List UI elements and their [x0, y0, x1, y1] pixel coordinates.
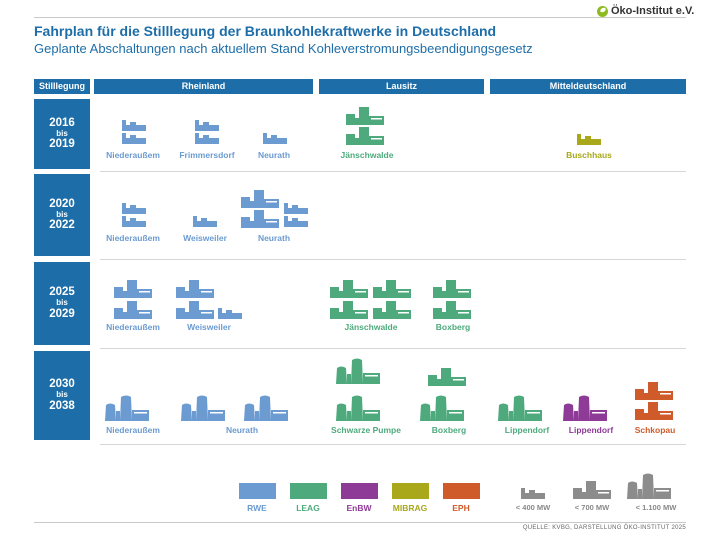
power-plant-leag-large-icon — [420, 395, 464, 421]
label-niederaussem: Niederaußem — [106, 322, 160, 332]
label-neurath: Neurath — [225, 425, 259, 435]
power-plant-rwe-small-icon — [218, 308, 242, 319]
power-plant-size-medium-icon — [573, 481, 611, 499]
header-mitteldeutschland: Mitteldeutschland — [490, 79, 686, 94]
power-plant-leag-medium-icon — [346, 107, 384, 125]
row-divider — [100, 348, 686, 349]
power-plant-leag-medium-icon — [373, 301, 411, 319]
label-schwarze-pumpe: Schwarze Pumpe — [331, 425, 401, 435]
power-plant-mibrag-small-icon — [577, 134, 601, 145]
label-schkopau: Schkopau — [634, 425, 676, 435]
power-plant-rwe-small-icon — [284, 216, 308, 227]
header-lausitz: Lausitz — [319, 79, 484, 94]
row-divider — [100, 259, 686, 260]
label-boxberg: Boxberg — [431, 425, 467, 435]
power-plant-eph-medium-icon — [635, 382, 673, 400]
power-plant-rwe-medium-icon — [241, 190, 279, 208]
oeko-logo-icon — [597, 5, 608, 17]
power-plant-rwe-large-icon — [181, 395, 225, 421]
header-rheinland: Rheinland — [94, 79, 313, 94]
power-plant-eph-medium-icon — [635, 402, 673, 420]
power-plant-rwe-medium-icon — [114, 280, 152, 298]
legend-label-enbw: EnBW — [346, 503, 372, 513]
label-weisweiler: Weisweiler — [187, 322, 231, 332]
legend-swatch-leag — [290, 483, 327, 499]
label-neurath: Neurath — [257, 150, 291, 160]
power-plant-rwe-medium-icon — [241, 210, 279, 228]
power-plant-rwe-small-icon — [195, 133, 219, 144]
power-plant-leag-medium-icon — [330, 280, 368, 298]
chart-title: Fahrplan für die Stilllegung der Braunko… — [34, 23, 497, 39]
row-divider — [100, 171, 686, 172]
period-2025-2029: 2025 bis 2029 — [34, 262, 90, 345]
power-plant-leag-medium-icon — [330, 301, 368, 319]
label-niederaussem: Niederaußem — [106, 425, 160, 435]
power-plant-rwe-small-icon — [195, 120, 219, 131]
power-plant-rwe-medium-icon — [176, 301, 214, 319]
label-lippendorf-leag: Lippendorf — [504, 425, 550, 435]
top-divider — [34, 17, 686, 18]
bottom-divider — [34, 522, 686, 523]
power-plant-rwe-small-icon — [284, 203, 308, 214]
label-niederaussem: Niederaußem — [106, 233, 160, 243]
power-plant-rwe-small-icon — [263, 133, 287, 144]
power-plant-leag-medium-icon — [346, 127, 384, 145]
power-plant-leag-large-icon — [336, 358, 380, 384]
legend-label-rwe: RWE — [247, 503, 267, 513]
legend-swatch-mibrag — [392, 483, 429, 499]
legend-swatch-eph — [443, 483, 480, 499]
power-plant-leag-medium-icon — [428, 368, 466, 386]
period-2020-2022: 2020 bis 2022 — [34, 174, 90, 256]
label-buschhaus: Buschhaus — [566, 150, 612, 160]
power-plant-enbw-large-icon — [563, 395, 607, 421]
legend-label-leag: LEAG — [296, 503, 320, 513]
label-jaenschwalde: Jänschwalde — [340, 150, 394, 160]
chart-subtitle: Geplante Abschaltungen nach aktuellem St… — [34, 41, 533, 56]
label-jaenschwalde: Jänschwalde — [344, 322, 398, 332]
period-2030-2038: 2030 bis 2038 — [34, 351, 90, 440]
power-plant-size-small-icon — [521, 488, 545, 499]
power-plant-leag-medium-icon — [373, 280, 411, 298]
legend-label-mibrag: MIBRAG — [392, 503, 428, 513]
legend-size-small: < 400 MW — [515, 503, 551, 512]
label-neurath: Neurath — [257, 233, 291, 243]
power-plant-leag-large-icon — [336, 395, 380, 421]
power-plant-rwe-small-icon — [193, 216, 217, 227]
power-plant-rwe-small-icon — [122, 120, 146, 131]
power-plant-rwe-large-icon — [244, 395, 288, 421]
power-plant-rwe-medium-icon — [114, 301, 152, 319]
legend-swatch-enbw — [341, 483, 378, 499]
legend-swatch-rwe — [239, 483, 276, 499]
power-plant-leag-large-icon — [498, 395, 542, 421]
label-lippendorf-enbw: Lippendorf — [568, 425, 614, 435]
header-stilllegung: Stilllegung — [34, 79, 90, 94]
power-plant-rwe-medium-icon — [176, 280, 214, 298]
period-2016-2019: 2016 bis 2019 — [34, 99, 90, 169]
legend-size-large: < 1.100 MW — [635, 503, 677, 512]
legend-label-eph: EPH — [452, 503, 470, 513]
power-plant-rwe-large-icon — [105, 395, 149, 421]
power-plant-size-large-icon — [627, 473, 671, 499]
power-plant-rwe-small-icon — [122, 216, 146, 227]
label-boxberg: Boxberg — [435, 322, 471, 332]
logo-text: Öko-Institut e.V. — [611, 5, 695, 17]
logo: Öko-Institut e.V. — [597, 5, 694, 17]
power-plant-rwe-small-icon — [122, 203, 146, 214]
power-plant-rwe-small-icon — [122, 133, 146, 144]
row-divider — [100, 444, 686, 445]
source-note: QUELLE: KVBG, DARSTELLUNG ÖKO-INSTITUT 2… — [522, 525, 686, 531]
power-plant-leag-medium-icon — [433, 301, 471, 319]
label-niederaussem: Niederaußem — [106, 150, 160, 160]
legend-size-medium: < 700 MW — [574, 503, 610, 512]
label-frimmersdorf: Frimmersdorf — [179, 150, 235, 160]
power-plant-leag-medium-icon — [433, 280, 471, 298]
label-weisweiler: Weisweiler — [183, 233, 227, 243]
